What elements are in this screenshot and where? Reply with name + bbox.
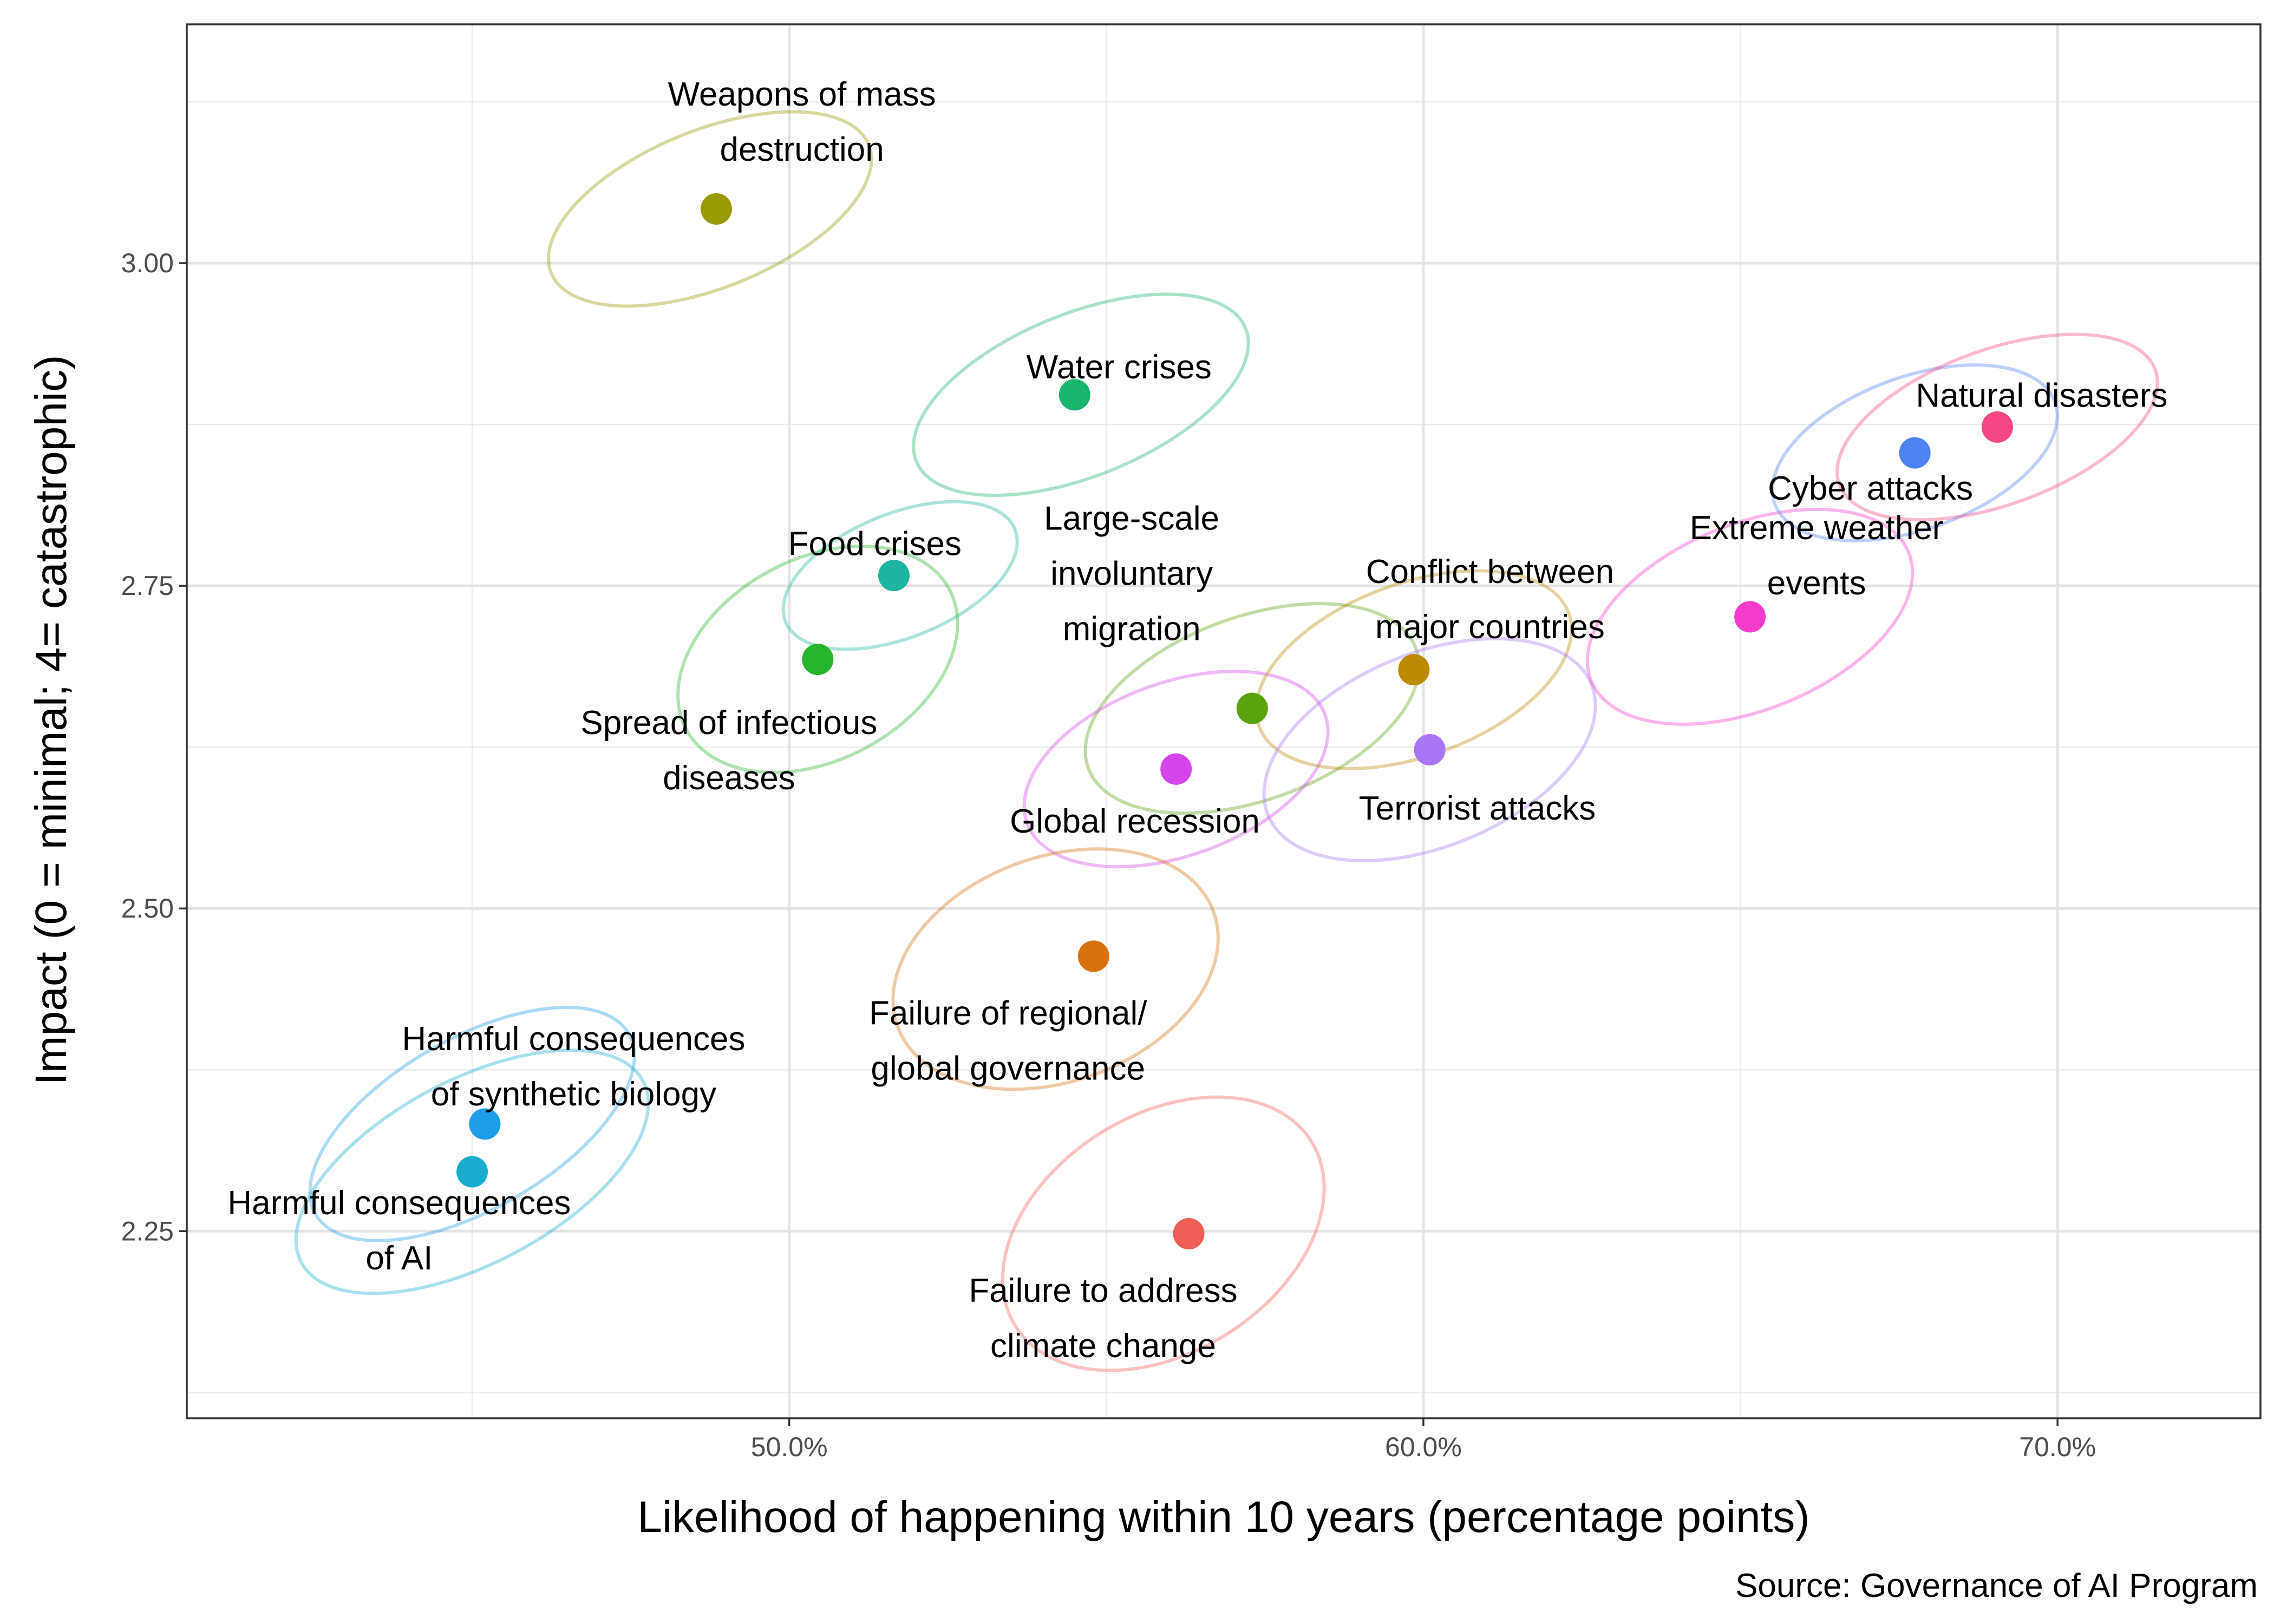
point-label-line: Natural disasters <box>1916 377 2167 414</box>
data-point <box>700 193 732 225</box>
x-tick-label: 50.0% <box>751 1432 828 1462</box>
x-axis-title: Likelihood of happening within 10 years … <box>637 1492 1809 1542</box>
point-label-line: Conflict between <box>1366 553 1614 591</box>
data-point <box>1734 601 1766 633</box>
data-point <box>1236 692 1268 724</box>
point-label: Extreme weather events <box>1690 509 1944 602</box>
point-label-line: Global recession <box>1010 803 1260 840</box>
point-label-line: Terrorist attacks <box>1359 790 1596 827</box>
data-point <box>1160 753 1192 785</box>
point-label-line: Spread of infectious <box>580 704 877 742</box>
point-label-line: Failure to address <box>969 1272 1237 1309</box>
x-tick-label: 60.0% <box>1385 1432 1462 1462</box>
data-point <box>1414 734 1446 765</box>
chart-caption: Source: Governance of AI Program <box>1735 1567 2258 1605</box>
plot-panel-border <box>186 23 2262 1419</box>
confidence-ellipse <box>781 500 1019 651</box>
point-label-line: Weapons of mass <box>668 76 936 113</box>
point-label: Spread of infectious diseases <box>580 704 877 797</box>
y-tick-label: 2.25 <box>121 1216 174 1246</box>
point-label: Failure of regional/global governance <box>869 994 1147 1087</box>
point-label-line: events <box>1767 565 1866 602</box>
point-label: Harmful consequences of synthetic biology <box>402 1020 745 1113</box>
major-gridlines <box>187 24 2260 1418</box>
point-label: Weapons of mass destruction <box>668 76 936 168</box>
confidence-ellipse <box>1835 332 2159 522</box>
point-label-line: Extreme weather <box>1690 509 1944 547</box>
point-label-line: major countries <box>1375 608 1605 646</box>
point-label-line: Food crises <box>788 525 962 562</box>
confidence-ellipse <box>1585 507 1914 726</box>
point-label: Harmful consequences of AI <box>227 1184 571 1277</box>
data-points <box>456 193 2013 1250</box>
point-label-line: Harmful consequences <box>227 1184 571 1222</box>
confidence-ellipse <box>1770 363 2059 542</box>
confidence-ellipse <box>547 110 873 308</box>
point-label-line: of AI <box>365 1240 433 1277</box>
point-label-line: destruction <box>720 131 884 168</box>
data-point <box>1173 1218 1205 1250</box>
data-point <box>456 1156 488 1188</box>
confidence-ellipse <box>1001 1095 1326 1372</box>
x-axis-ticks: 50.0% 60.0% 70.0% <box>751 1418 2096 1462</box>
data-point <box>1981 411 2013 443</box>
point-label-line: involuntary <box>1050 555 1213 592</box>
point-label-line: migration <box>1063 610 1201 647</box>
point-label: Water crises <box>1027 349 1212 386</box>
data-point <box>1899 437 1931 469</box>
minor-gridlines <box>187 24 2260 1418</box>
point-label-line: diseases <box>663 759 795 797</box>
point-label: Large-scale involuntary migration <box>1044 500 1219 647</box>
point-label-line: Water crises <box>1027 349 1212 386</box>
point-label-line: Harmful consequences <box>402 1020 745 1058</box>
point-label-line: global governance <box>871 1050 1145 1087</box>
point-label: Global recession <box>1010 803 1260 840</box>
point-label-line: of synthetic biology <box>431 1076 716 1113</box>
confidence-ellipses <box>294 110 2159 1372</box>
data-point <box>1058 379 1090 411</box>
point-label-line: Cyber attacks <box>1768 470 1973 507</box>
y-axis-title: Impact (0 = minimal; 4= catastrophic) <box>27 355 76 1085</box>
point-label: Cyber attacks <box>1768 470 1973 507</box>
y-axis-ticks: 2.25 2.50 2.75 3.00 <box>121 248 187 1246</box>
confidence-ellipse <box>676 545 959 775</box>
confidence-ellipse <box>1262 637 1597 863</box>
data-point <box>802 644 834 676</box>
point-label: Failure to address climate change <box>969 1272 1237 1365</box>
y-tick-label: 3.00 <box>121 248 174 278</box>
confidence-ellipse <box>1022 670 1330 869</box>
x-tick-label: 70.0% <box>2019 1432 2096 1462</box>
confidence-ellipse <box>308 1005 636 1242</box>
confidence-ellipse <box>912 292 1250 497</box>
point-label: Food crises <box>788 525 962 562</box>
point-label: Conflict between major countries <box>1366 553 1614 646</box>
y-tick-label: 2.75 <box>121 571 174 601</box>
plot-panel-background <box>187 24 2260 1418</box>
confidence-ellipse <box>294 1048 650 1295</box>
point-label-line: Failure of regional/ <box>869 994 1147 1032</box>
point-label-line: Large-scale <box>1044 500 1219 537</box>
data-point <box>1077 940 1109 972</box>
point-label: Terrorist attacks <box>1359 790 1596 827</box>
confidence-ellipse <box>1083 602 1421 815</box>
point-labels: Weapons of mass destruction Water crises Fo… <box>227 76 2167 1365</box>
point-label-line: climate change <box>990 1327 1216 1365</box>
y-tick-label: 2.50 <box>121 893 174 924</box>
data-point <box>878 560 910 592</box>
data-point <box>469 1108 501 1140</box>
data-point <box>1398 654 1430 686</box>
point-label: Natural disasters <box>1916 377 2167 414</box>
confidence-ellipse <box>891 847 1220 1091</box>
